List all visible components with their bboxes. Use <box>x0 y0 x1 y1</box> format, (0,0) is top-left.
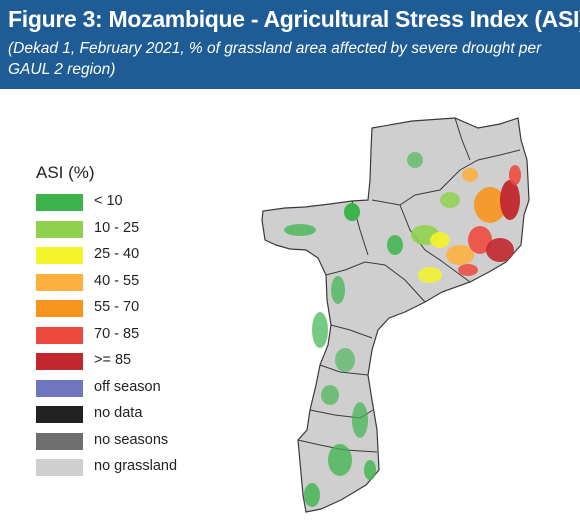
legend-item: off season <box>36 377 236 404</box>
legend-item: 70 - 85 <box>36 324 236 351</box>
legend-label: 10 - 25 <box>94 219 140 236</box>
legend-swatch <box>36 459 83 476</box>
legend-label: 25 - 40 <box>94 246 140 262</box>
legend-items: < 10 10 - 25 25 - 40 40 - 55 55 - 70 70 - 85 >… <box>36 191 236 483</box>
legend-label: no grassland <box>94 458 178 474</box>
legend-swatch <box>36 194 83 211</box>
legend-item: no seasons <box>36 430 236 457</box>
legend-label: no seasons <box>94 431 169 448</box>
legend-title: ASI (%) <box>36 163 95 182</box>
province-borders <box>297 117 521 453</box>
legend-swatch <box>36 432 83 450</box>
mozambique-map <box>261 117 530 513</box>
legend-swatch <box>36 247 83 264</box>
legend-item: no grassland <box>36 456 236 483</box>
legend-swatch <box>36 220 83 238</box>
legend: ASI (%) < 10 10 - 25 25 - 40 40 - 55 55 - 70… <box>36 163 236 483</box>
legend-label: 55 - 70 <box>94 299 140 315</box>
asi-stress-areas <box>418 165 521 283</box>
legend-item: 25 - 40 <box>36 244 236 271</box>
legend-swatch <box>36 273 83 291</box>
legend-swatch <box>36 406 83 423</box>
legend-item: no data <box>36 403 236 430</box>
legend-item: 40 - 55 <box>36 271 236 298</box>
legend-label: 70 - 85 <box>94 325 140 342</box>
figure-header: Figure 3: Mozambique - Agricultural Stre… <box>0 0 580 89</box>
legend-item: 55 - 70 <box>36 297 236 324</box>
legend-item: < 10 <box>36 191 236 218</box>
legend-label: >= 85 <box>94 352 132 368</box>
legend-swatch <box>36 300 83 317</box>
figure-title: Figure 3: Mozambique - Agricultural Stre… <box>8 6 580 32</box>
legend-item: >= 85 <box>36 350 236 377</box>
legend-item: 10 - 25 <box>36 218 236 245</box>
legend-label: 40 - 55 <box>94 272 140 289</box>
legend-label: no data <box>94 405 143 421</box>
legend-swatch <box>36 326 83 344</box>
figure-subtitle: (Dekad 1, February 2021, % of grassland … <box>8 40 542 78</box>
legend-swatch <box>36 353 83 370</box>
legend-label: < 10 <box>94 193 123 209</box>
legend-label: off season <box>94 378 161 395</box>
legend-swatch <box>36 379 83 397</box>
mozambique-outline <box>261 117 530 513</box>
